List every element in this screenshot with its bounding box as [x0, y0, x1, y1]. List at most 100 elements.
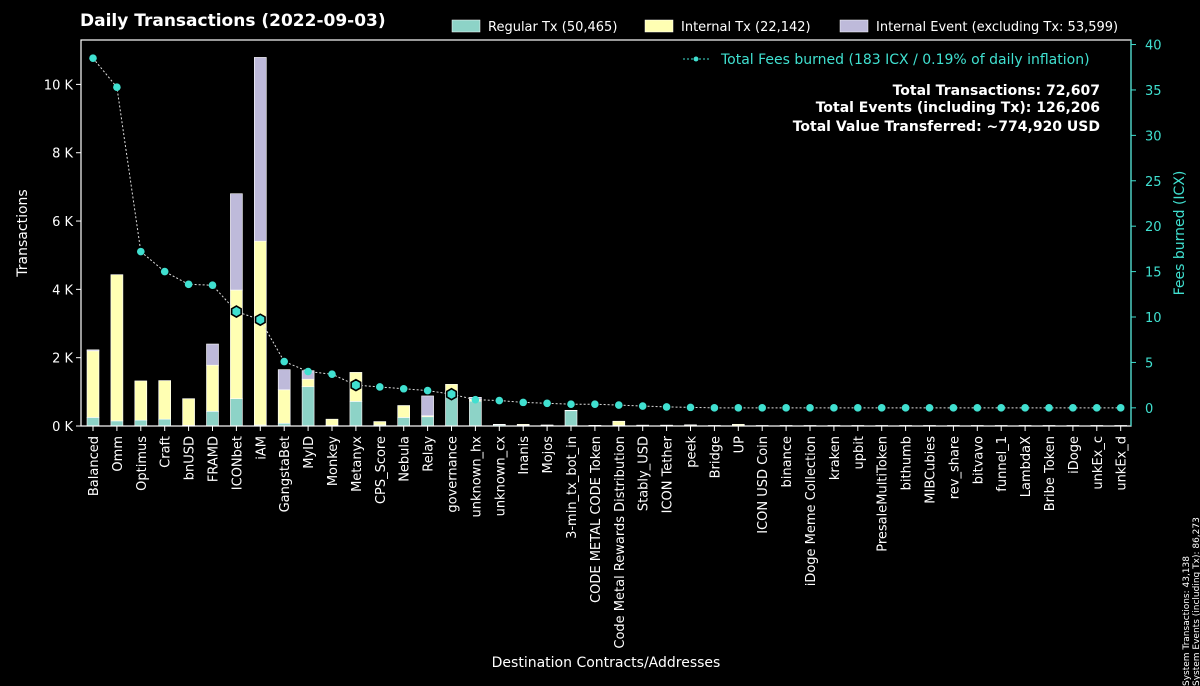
legend-label-0: Regular Tx (50,465): [488, 20, 617, 35]
fee-point-31: [830, 404, 838, 412]
x-tick-label-34: bithumb: [900, 436, 915, 490]
bar-0-9: [301, 386, 315, 427]
x-tick-label-20: 3-min_tx_bot_in: [565, 436, 580, 539]
x-tick-label-23: Stably_USD: [637, 436, 652, 511]
bar-1-22: [612, 420, 626, 426]
x-tick-label-3: Craft: [159, 436, 174, 468]
fee-point-9: [304, 367, 312, 376]
bar-1-7: [254, 240, 267, 426]
total-events: Total Events (including Tx): 126,206: [816, 100, 1100, 116]
fee-point-40: [1045, 404, 1053, 412]
legend-line-marker: [693, 56, 699, 62]
fee-point-15: [445, 387, 458, 401]
x-tick-label-13: Nebula: [398, 436, 413, 482]
bar-2-6: [230, 193, 243, 291]
bar-1-8: [277, 389, 291, 424]
x-axis-label: Destination Contracts/Addresses: [492, 655, 721, 671]
y-tick-label-1: 2 K: [52, 352, 73, 367]
bar-0-1: [110, 420, 124, 427]
x-tick-label-19: Mojos: [541, 436, 556, 474]
x-tick-label-35: MIBCubies: [924, 436, 939, 504]
x-axis: Balanced Omm Optimus Craft bnUSD FRAMD ICONbet…: [87, 426, 1130, 649]
bar-1-20: [564, 409, 578, 412]
fee-point-5: [208, 281, 217, 290]
system-transactions-note: System Transactions: 43,138: [1182, 556, 1192, 686]
bar-1-5: [206, 364, 219, 412]
bar-1-25: [684, 424, 697, 426]
fee-point-30: [806, 404, 814, 412]
y2-tick-label-0: 0: [1145, 402, 1153, 417]
y2-axis-label: Fees burned (ICX): [1172, 171, 1188, 296]
fee-point-1: [113, 83, 121, 92]
x-tick-label-4: bnUSD: [183, 436, 198, 480]
fee-point-25: [686, 403, 695, 412]
x-tick-label-28: ICON USD Coin: [756, 436, 771, 534]
y2-tick-label-1: 5: [1145, 356, 1153, 371]
fee-point-0: [89, 54, 97, 62]
x-tick-label-16: unknown_hx: [469, 436, 484, 518]
fees-line-path: [92, 57, 1121, 409]
fee-point-4: [184, 280, 193, 289]
y2-tick-label-4: 20: [1145, 220, 1162, 235]
x-tick-label-5: FRAMD: [207, 436, 222, 482]
fee-point-26: [710, 404, 719, 412]
bar-0-13: [397, 417, 411, 427]
system-events-note: System Events (including Tx): 86,273: [1192, 517, 1200, 686]
fee-point-24: [662, 403, 671, 411]
y-axis-left: 0 K 2 K 4 K 6 K 8 K 10 K: [44, 78, 81, 435]
fee-point-16: [471, 395, 480, 404]
fee-point-6: [230, 305, 242, 318]
x-tick-label-40: Bribe Token: [1043, 436, 1058, 511]
x-tick-label-12: CPS_Score: [374, 436, 389, 504]
fee-point-19: [543, 399, 551, 408]
bar-0-3: [158, 418, 171, 427]
y-tick-label-0: 0 K: [52, 420, 73, 435]
legend-swatch-1: [644, 19, 674, 33]
fee-point-43: [1116, 404, 1125, 412]
bar-2-14: [421, 395, 434, 417]
fee-point-2: [137, 247, 145, 256]
x-tick-label-7: iAM: [254, 436, 269, 460]
fee-point-21: [591, 400, 599, 409]
x-tick-label-25: peek: [685, 436, 700, 468]
total-value: Total Value Transferred: ~774,920 USD: [793, 119, 1100, 135]
legend-swatch-0: [451, 19, 481, 33]
fee-point-33: [877, 404, 886, 412]
fee-point-22: [615, 401, 623, 409]
x-tick-label-14: Relay: [422, 436, 437, 472]
fee-point-7: [254, 313, 266, 327]
bar-1-2: [134, 380, 148, 421]
y2-tick-label-7: 35: [1145, 84, 1162, 99]
bar-2-7: [254, 57, 267, 242]
x-tick-label-2: Optimus: [135, 436, 150, 491]
x-tick-label-6: ICONbet: [230, 436, 245, 490]
x-tick-label-10: Monkey: [326, 436, 341, 486]
x-tick-label-33: PresaleMultiToken: [876, 436, 891, 552]
bar-1-0: [86, 350, 100, 418]
x-tick-label-41: iDoge: [1067, 436, 1082, 474]
bar-1-13: [397, 405, 411, 418]
chart-title: Daily Transactions (2022-09-03): [80, 11, 386, 31]
bar-1-3: [158, 380, 171, 420]
x-tick-label-31: kraken: [828, 436, 843, 480]
fee-point-32: [854, 404, 862, 412]
x-tick-label-15: governance: [446, 436, 461, 513]
fee-point-37: [973, 404, 982, 412]
x-tick-label-36: rev_share: [947, 436, 962, 499]
legend-line-label: Total Fees burned (183 ICX / 0.19% of da…: [720, 52, 1090, 68]
fee-point-41: [1069, 404, 1077, 412]
bar-1-1: [110, 274, 124, 422]
fee-point-17: [495, 396, 504, 405]
bar-1-17: [492, 423, 506, 426]
bar-1-10: [325, 418, 339, 426]
bar-0-0: [86, 417, 100, 427]
fee-point-11: [350, 378, 362, 392]
fee-point-23: [638, 402, 647, 410]
fee-point-35: [925, 404, 934, 412]
fee-point-42: [1093, 404, 1101, 412]
total-transactions: Total Transactions: 72,607: [893, 83, 1100, 99]
y2-tick-label-6: 30: [1145, 129, 1162, 144]
x-tick-label-21: CODE METAL CODE Token: [589, 436, 604, 603]
y-tick-label-5: 10 K: [44, 78, 74, 93]
